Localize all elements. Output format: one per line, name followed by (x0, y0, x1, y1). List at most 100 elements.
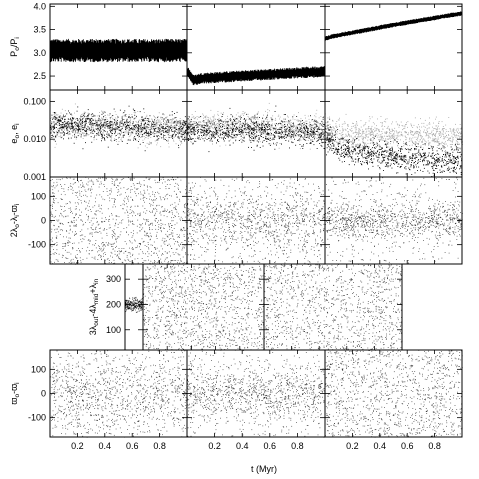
data-point (70, 117, 71, 119)
data-point (362, 135, 364, 137)
data-point (84, 121, 86, 123)
data-point (149, 141, 150, 143)
data-point (232, 127, 234, 129)
data-point (124, 114, 126, 116)
data-point (325, 125, 327, 127)
data-point (207, 127, 209, 129)
data-point (351, 144, 352, 146)
data-point (334, 134, 336, 136)
data-point (195, 125, 197, 126)
data-point (439, 172, 441, 173)
data-point (421, 137, 423, 139)
data-point (460, 132, 462, 134)
data-point (137, 135, 139, 137)
data-point (100, 122, 102, 124)
data-point (326, 154, 327, 156)
data-point (434, 134, 436, 136)
data-point (334, 140, 336, 142)
data-point (89, 120, 90, 122)
data-point (430, 155, 432, 157)
data-point (164, 128, 166, 130)
data-point (414, 136, 416, 138)
data-point (249, 133, 251, 135)
data-point (61, 122, 63, 124)
data-point (117, 123, 118, 125)
data-point (242, 122, 244, 124)
data-point (336, 152, 338, 154)
data-point (200, 128, 202, 130)
data-point (66, 126, 68, 127)
data-point (419, 132, 421, 134)
data-point (271, 139, 273, 141)
data-point (139, 119, 141, 121)
data-point (221, 129, 223, 130)
data-point (449, 154, 451, 156)
data-point (228, 125, 230, 127)
data-point (340, 133, 342, 135)
data-point (249, 138, 250, 140)
data-point (160, 116, 162, 118)
data-point (77, 106, 79, 108)
data-point (137, 123, 139, 125)
data-point (204, 122, 206, 124)
data-point (285, 136, 287, 138)
data-point (310, 128, 312, 130)
data-point (297, 121, 299, 122)
data-point (200, 125, 202, 127)
data-point (295, 131, 297, 133)
data-point (363, 136, 365, 138)
data-point (459, 124, 461, 125)
data-point (328, 144, 329, 146)
data-point (310, 142, 312, 144)
data-point (138, 119, 140, 121)
data-point (292, 134, 294, 135)
data-point (78, 129, 80, 131)
data-point (115, 125, 117, 126)
data-point (453, 156, 455, 158)
data-point (138, 136, 140, 138)
data-point (281, 127, 283, 129)
data-point (373, 139, 375, 141)
data-point (343, 140, 345, 142)
data-point (236, 127, 238, 129)
data-point (176, 111, 178, 113)
data-point (443, 142, 444, 144)
data-point (205, 125, 207, 126)
data-point (215, 137, 216, 138)
data-point (195, 117, 196, 119)
data-point (321, 141, 323, 143)
data-point (231, 137, 233, 139)
data-point (244, 122, 246, 123)
data-point (198, 135, 200, 136)
data-point (254, 122, 256, 124)
data-point (150, 142, 152, 144)
data-point (322, 134, 324, 136)
data-point (359, 136, 361, 138)
data-point (141, 119, 143, 121)
data-point (152, 132, 154, 134)
data-point (428, 142, 429, 144)
data-point (184, 132, 186, 134)
data-point (105, 115, 106, 116)
data-point (244, 126, 245, 127)
data-point (226, 125, 227, 127)
data-point (286, 127, 288, 129)
data-point (293, 114, 295, 116)
data-point (74, 127, 76, 129)
data-point (329, 126, 331, 128)
data-point (453, 129, 455, 131)
data-point (54, 112, 55, 113)
data-point (406, 122, 407, 124)
data-point (327, 125, 329, 126)
data-point (84, 121, 85, 123)
data-point (225, 138, 226, 139)
data-point (337, 142, 339, 144)
data-point (127, 124, 129, 126)
data-point (126, 131, 128, 133)
data-point (64, 125, 66, 127)
data-point (419, 153, 421, 155)
data-point (141, 116, 143, 118)
data-point (353, 138, 355, 140)
data-point (72, 126, 74, 127)
data-point (58, 136, 60, 137)
